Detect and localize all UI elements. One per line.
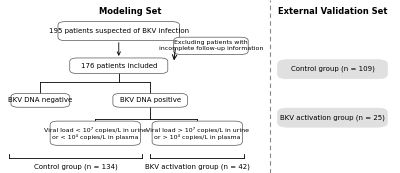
FancyBboxPatch shape: [113, 93, 188, 107]
Text: Control group (n = 109): Control group (n = 109): [290, 66, 374, 72]
Text: Viral load < 10⁷ copies/L in urine
or < 10⁴ copies/L in plasma: Viral load < 10⁷ copies/L in urine or < …: [44, 127, 147, 140]
Text: 176 patients included: 176 patients included: [80, 63, 157, 69]
FancyBboxPatch shape: [70, 58, 168, 74]
Text: 195 patients suspected of BKV infection: 195 patients suspected of BKV infection: [49, 28, 189, 34]
FancyBboxPatch shape: [278, 60, 388, 79]
Text: Viral load > 10⁷ copies/L in urine
or > 10⁴ copies/L in plasma: Viral load > 10⁷ copies/L in urine or > …: [146, 127, 249, 140]
FancyBboxPatch shape: [174, 37, 248, 54]
Text: Control group (n = 134): Control group (n = 134): [34, 164, 118, 170]
Text: Modeling Set: Modeling Set: [99, 7, 162, 16]
Text: Excluding patients with
incomplete follow-up information: Excluding patients with incomplete follo…: [159, 40, 263, 51]
FancyBboxPatch shape: [11, 93, 70, 107]
Text: BKV DNA negative: BKV DNA negative: [8, 97, 72, 103]
FancyBboxPatch shape: [152, 121, 242, 145]
FancyBboxPatch shape: [58, 22, 180, 41]
FancyBboxPatch shape: [50, 121, 140, 145]
Text: BKV activation group (n = 25): BKV activation group (n = 25): [280, 114, 385, 121]
FancyBboxPatch shape: [278, 108, 388, 127]
Text: External Validation Set: External Validation Set: [278, 7, 387, 16]
Text: BKV activation group (n = 42): BKV activation group (n = 42): [145, 164, 250, 170]
Text: BKV DNA positive: BKV DNA positive: [120, 97, 181, 103]
